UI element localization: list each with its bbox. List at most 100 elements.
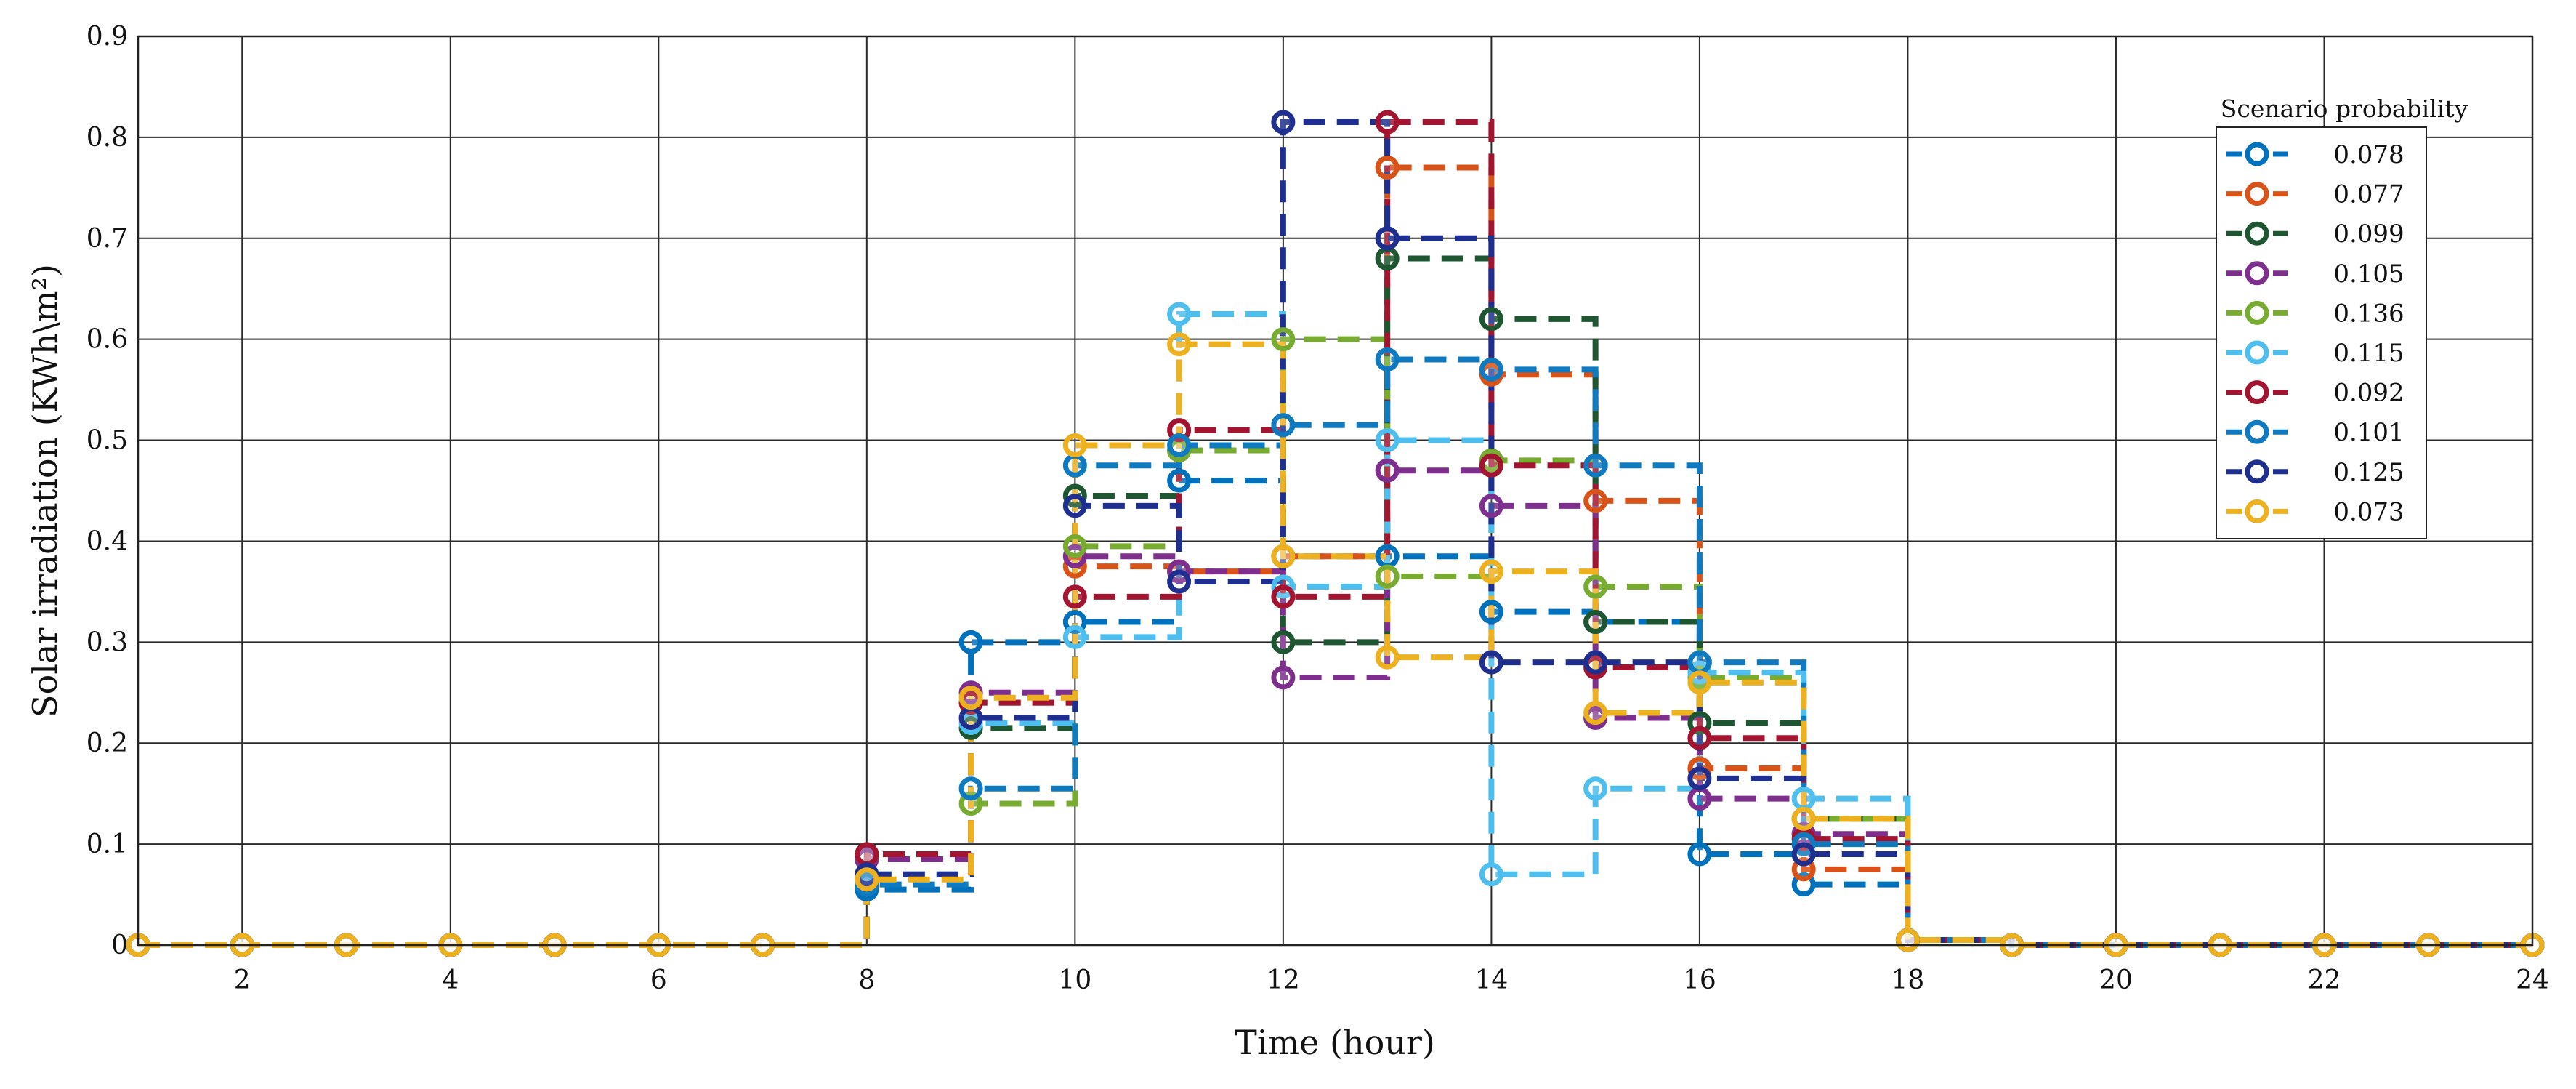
- data-point-0.099: [1583, 610, 1608, 635]
- data-point-0.105: [1375, 458, 1400, 483]
- x-tick-label: 14: [1474, 965, 1508, 995]
- data-point-0.101: [958, 776, 983, 801]
- legend-item: 0.125: [2226, 458, 2405, 487]
- legend-marker-swatch: [2245, 300, 2269, 325]
- data-point-0.125: [958, 706, 983, 730]
- data-point-0.125: [1687, 766, 1712, 791]
- data-point-0.073: [1687, 670, 1712, 695]
- x-tick-label: 12: [1267, 965, 1300, 995]
- data-point-0.105: [1479, 494, 1503, 518]
- x-axis-label: Time (hour): [1235, 1023, 1435, 1062]
- legend-title: Scenario probability: [2221, 95, 2468, 123]
- data-point-0.073: [1167, 332, 1192, 357]
- x-axis-ticks: 2 4 6 8 10 12 14 16 18 20 22 24: [234, 965, 2549, 995]
- y-tick-label: 0.9: [86, 22, 128, 52]
- data-point-0.073: [1583, 701, 1608, 726]
- legend-item: 0.115: [2226, 339, 2405, 368]
- data-point-0.125: [1791, 842, 1816, 867]
- y-tick-label: 0.7: [86, 224, 128, 254]
- legend-marker-swatch: [2245, 142, 2269, 166]
- data-point-0.073: [1479, 559, 1503, 584]
- data-point-0.077: [1375, 156, 1400, 180]
- data-point-0.078: [958, 630, 983, 654]
- legend-label: 0.101: [2333, 418, 2404, 447]
- x-tick-label: 22: [2308, 965, 2341, 995]
- data-point-0.105: [1687, 787, 1712, 811]
- data-point-0.073: [1895, 928, 1920, 952]
- legend-label: 0.077: [2333, 180, 2404, 209]
- data-point-0.077: [1583, 489, 1608, 513]
- legend-marker-swatch: [2245, 340, 2269, 365]
- data-point-0.115: [1167, 302, 1192, 326]
- legend-label: 0.073: [2333, 497, 2404, 526]
- data-point-0.092: [1687, 726, 1712, 750]
- y-tick-label: 0: [111, 931, 128, 960]
- data-point-0.073: [1271, 544, 1296, 568]
- data-point-0.125: [1062, 494, 1087, 518]
- y-tick-label: 0.6: [86, 325, 128, 355]
- legend-item: 0.077: [2226, 180, 2405, 209]
- legend-item: 0.099: [2226, 220, 2405, 249]
- legend-item: 0.092: [2226, 379, 2405, 408]
- data-point-0.125: [1583, 650, 1608, 675]
- x-tick-label: 2: [234, 965, 251, 995]
- data-point-0.101: [1687, 650, 1712, 675]
- data-point-0.078: [1687, 842, 1712, 867]
- data-point-0.073: [958, 686, 983, 710]
- data-point-0.125: [1375, 226, 1400, 251]
- data-point-0.099: [1271, 630, 1296, 654]
- legend-label: 0.078: [2333, 140, 2404, 169]
- legend-label: 0.136: [2333, 299, 2404, 328]
- legend-item: 0.078: [2226, 140, 2405, 169]
- x-tick-label: 10: [1058, 965, 1091, 995]
- legend-label: 0.099: [2333, 220, 2404, 249]
- data-point-0.115: [1375, 428, 1400, 453]
- data-point-0.073: [1791, 806, 1816, 831]
- legend-marker-swatch: [2245, 261, 2269, 286]
- data-point-0.099: [1375, 246, 1400, 271]
- data-point-0.136: [1062, 534, 1087, 558]
- legend-marker-swatch: [2245, 380, 2269, 405]
- legend-marker-swatch: [2245, 221, 2269, 246]
- y-axis-ticks: 0 0.1 0.2 0.3 0.4 0.5 0.6 0.7 0.8 0.9: [86, 22, 128, 960]
- x-tick-label: 6: [650, 965, 667, 995]
- data-point-0.101: [1062, 453, 1087, 478]
- data-point-0.101: [1271, 413, 1296, 438]
- data-point-0.136: [1583, 574, 1608, 599]
- data-point-0.092: [1271, 584, 1296, 609]
- x-tick-label: 20: [2099, 965, 2133, 995]
- y-tick-label: 0.5: [86, 426, 128, 456]
- data-point-0.136: [1271, 327, 1296, 352]
- legend-marker-swatch: [2245, 459, 2269, 484]
- y-axis-label: Solar irradiation (KWh\m²): [25, 264, 65, 718]
- data-point-0.092: [1062, 584, 1087, 609]
- y-tick-label: 0.3: [86, 627, 128, 657]
- legend-item: 0.105: [2226, 260, 2405, 289]
- data-point-0.078: [1167, 468, 1192, 493]
- plot-frame: [137, 35, 2534, 947]
- legend-item: 0.136: [2226, 299, 2405, 328]
- data-point-0.078: [1375, 544, 1400, 568]
- legend-items: 0.078 0.077 0.099 0.105 0.136 0.115 0.092 0.101…: [2226, 140, 2405, 526]
- data-point-0.092: [1375, 110, 1400, 134]
- y-tick-label: 0.2: [86, 728, 128, 758]
- data-point-0.101: [1167, 433, 1192, 457]
- data-point-0.105: [1271, 665, 1296, 690]
- data-point-0.099: [1479, 307, 1503, 331]
- data-point-0.125: [1271, 110, 1296, 134]
- data-point-0.101: [1375, 347, 1400, 371]
- legend-label: 0.115: [2333, 339, 2404, 368]
- plot-background: [138, 36, 2532, 945]
- data-point-0.125: [1167, 569, 1192, 594]
- data-point-0.092: [1479, 453, 1503, 478]
- data-point-0.125: [1479, 650, 1503, 675]
- x-tick-label: 18: [1891, 965, 1925, 995]
- data-point-0.115: [1791, 787, 1816, 811]
- data-point-0.073: [855, 867, 879, 892]
- data-point-0.092: [855, 842, 879, 867]
- legend-item: 0.073: [2226, 497, 2405, 526]
- legend-label: 0.125: [2333, 458, 2404, 487]
- data-point-0.115: [1583, 776, 1608, 801]
- legend-item: 0.101: [2226, 418, 2405, 447]
